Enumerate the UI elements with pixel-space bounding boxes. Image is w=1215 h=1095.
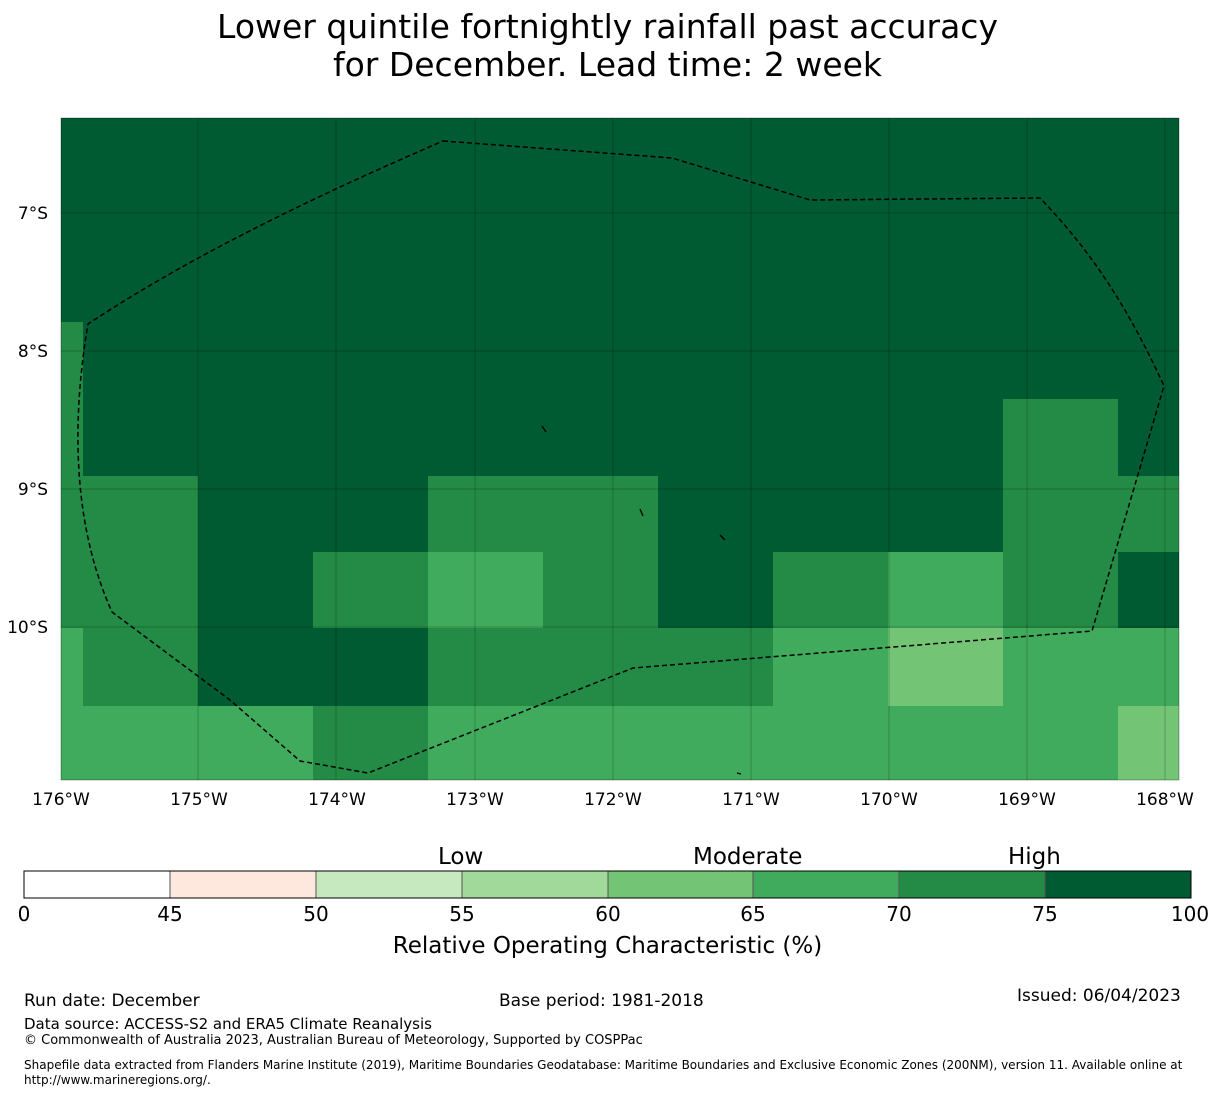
eez-boundary — [77, 140, 1165, 774]
colorbar — [23, 870, 1192, 899]
lon-label-171w: 171°W — [722, 790, 780, 810]
copyright: © Commonwealth of Australia 2023, Austra… — [24, 1033, 643, 1048]
colorbar-swatch-55-60 — [462, 871, 608, 898]
category-label-moderate: Moderate — [693, 844, 803, 870]
map-frame — [60, 117, 1180, 781]
colorbar-tick-75: 75 — [1032, 902, 1057, 926]
map-data-cells — [61, 118, 1179, 780]
colorbar-swatch-65-70 — [753, 871, 899, 898]
data-source: Data source: ACCESS-S2 and ERA5 Climate … — [24, 1015, 432, 1033]
colorbar-tick-50: 50 — [303, 902, 328, 926]
lon-label-168w: 168°W — [1136, 790, 1194, 810]
shapefile-credit-line-2: http://www.marineregions.org/. — [24, 1073, 211, 1087]
lon-label-172w: 172°W — [584, 790, 642, 810]
colorbar-tick-100: 100 — [1171, 902, 1209, 926]
colorbar-swatch-45-50 — [170, 871, 316, 898]
island-markers — [541, 425, 742, 775]
shapefile-credit-line-1: Shapefile data extracted from Flanders M… — [24, 1058, 1183, 1072]
map-title: Lower quintile fortnightly rainfall past… — [0, 8, 1215, 84]
lon-label-169w: 169°W — [998, 790, 1056, 810]
colorbar-tick-60: 60 — [595, 902, 620, 926]
colorbar-tick-55: 55 — [449, 902, 474, 926]
colorbar-swatch-70-75 — [899, 871, 1045, 898]
category-label-low: Low — [438, 844, 484, 870]
colorbar-frame — [23, 870, 1192, 899]
colorbar-tick-0: 0 — [18, 902, 31, 926]
colorbar-swatch-50-55 — [316, 871, 462, 898]
category-label-high: High — [1008, 844, 1061, 870]
lat-label-8s: 8°S — [18, 342, 48, 362]
lat-label-10s: 10°S — [7, 618, 48, 638]
lon-label-176w: 176°W — [32, 790, 90, 810]
colorbar-tick-45: 45 — [157, 902, 182, 926]
base-period: Base period: 1981-2018 — [499, 991, 704, 1011]
map-gridlines — [61, 118, 1179, 780]
run-date: Run date: December — [24, 991, 200, 1011]
colorbar-tick-65: 65 — [740, 902, 765, 926]
lon-label-175w: 175°W — [170, 790, 228, 810]
lat-label-7s: 7°S — [18, 204, 48, 224]
map-title-line-2: for December. Lead time: 2 week — [332, 45, 883, 84]
colorbar-title: Relative Operating Characteristic (%) — [392, 933, 823, 959]
issued-date: Issued: 06/04/2023 — [1017, 986, 1181, 1006]
map-title-line-1: Lower quintile fortnightly rainfall past… — [217, 7, 998, 46]
colorbar-swatch-0-45 — [24, 871, 170, 898]
lon-label-174w: 174°W — [308, 790, 366, 810]
colorbar-swatch-60-65 — [608, 871, 753, 898]
lon-label-173w: 173°W — [446, 790, 504, 810]
lon-label-170w: 170°W — [860, 790, 918, 810]
colorbar-swatch-75-100 — [1045, 871, 1191, 898]
lat-label-9s: 9°S — [18, 480, 48, 500]
colorbar-tick-70: 70 — [886, 902, 911, 926]
